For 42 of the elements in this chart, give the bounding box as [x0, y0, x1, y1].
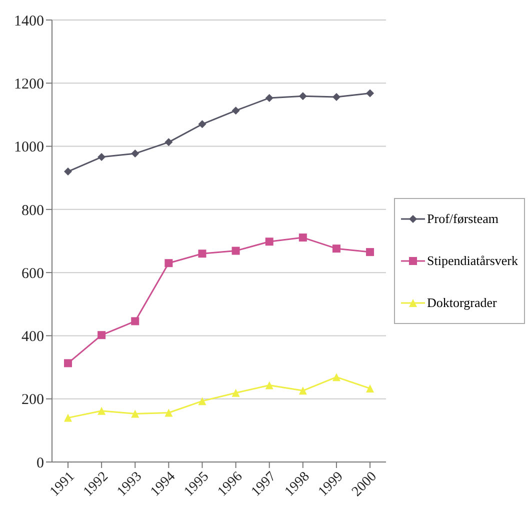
point — [232, 106, 240, 115]
point — [366, 384, 374, 392]
point — [332, 373, 340, 382]
point — [265, 381, 274, 390]
point — [265, 94, 274, 102]
legend-label: Prof/førsteam — [427, 211, 498, 227]
legend-label: Stipendiatårsverk — [427, 253, 518, 269]
point — [131, 410, 140, 418]
point — [64, 359, 72, 368]
point — [64, 414, 72, 422]
point — [98, 331, 106, 340]
point — [64, 168, 72, 176]
point — [232, 246, 240, 255]
point — [164, 408, 173, 417]
point — [131, 150, 140, 158]
point — [198, 397, 206, 406]
y-tick-label: 0 — [36, 455, 44, 472]
point — [98, 153, 106, 162]
y-tick-label: 600 — [22, 266, 44, 282]
point — [298, 386, 307, 395]
point — [164, 259, 173, 268]
point — [366, 248, 374, 256]
point — [98, 406, 106, 415]
point — [332, 244, 340, 253]
point — [298, 234, 307, 242]
y-tick-label: 800 — [22, 202, 44, 219]
point — [131, 317, 140, 326]
x-tick-label: 1991 — [47, 469, 78, 500]
legend-label: Doktorgrader — [427, 295, 497, 311]
point — [265, 238, 274, 246]
y-tick-label: 1200 — [14, 76, 44, 92]
y-tick-label: 1400 — [14, 13, 44, 30]
point — [366, 89, 374, 98]
point — [198, 120, 206, 128]
point — [198, 250, 206, 258]
point — [164, 138, 173, 146]
point — [332, 93, 340, 102]
y-tick-label: 400 — [22, 329, 44, 346]
y-tick-label: 1000 — [14, 140, 44, 156]
point — [298, 92, 307, 100]
y-tick-label: 200 — [22, 392, 44, 408]
point — [232, 388, 240, 397]
